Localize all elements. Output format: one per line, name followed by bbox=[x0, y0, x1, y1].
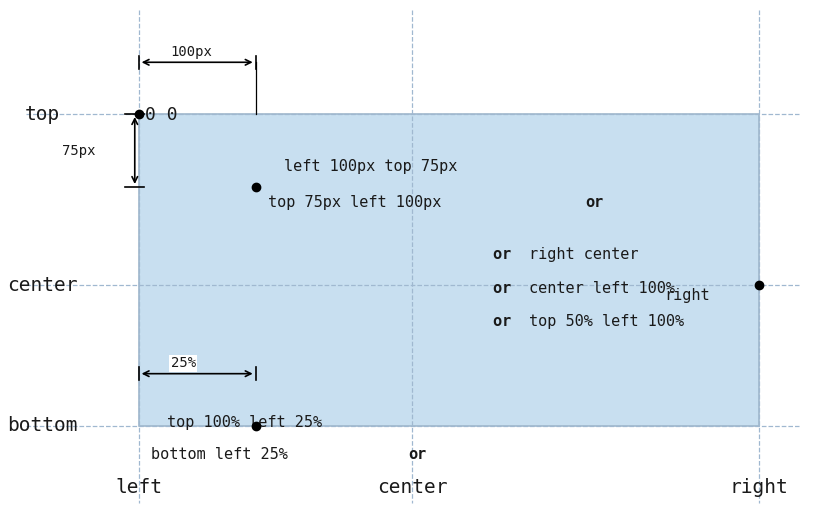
Text: bottom left 25%: bottom left 25% bbox=[151, 447, 297, 461]
Text: or: or bbox=[493, 281, 520, 295]
Text: right: right bbox=[729, 479, 788, 497]
Text: top: top bbox=[24, 105, 59, 124]
Text: 25%: 25% bbox=[170, 357, 196, 370]
Text: 75px: 75px bbox=[62, 144, 95, 157]
Text: left 100px top 75px: left 100px top 75px bbox=[284, 159, 457, 173]
Text: center: center bbox=[7, 276, 77, 295]
FancyBboxPatch shape bbox=[139, 114, 759, 426]
Text: top 75px left 100px: top 75px left 100px bbox=[267, 195, 450, 210]
Text: center left 100%: center left 100% bbox=[529, 281, 675, 295]
Text: top 100% left 25%: top 100% left 25% bbox=[167, 416, 322, 430]
Text: right: right bbox=[665, 289, 711, 303]
Text: left: left bbox=[115, 479, 162, 497]
Text: or: or bbox=[493, 315, 520, 329]
Text: or: or bbox=[585, 195, 604, 210]
Text: 100px: 100px bbox=[170, 45, 212, 59]
Text: bottom: bottom bbox=[7, 416, 77, 435]
Text: 0 0: 0 0 bbox=[145, 106, 178, 125]
Text: or: or bbox=[493, 247, 520, 262]
Text: right center: right center bbox=[529, 247, 639, 262]
Text: center: center bbox=[377, 479, 447, 497]
Text: top 50% left 100%: top 50% left 100% bbox=[529, 315, 685, 329]
Text: or: or bbox=[408, 447, 427, 461]
